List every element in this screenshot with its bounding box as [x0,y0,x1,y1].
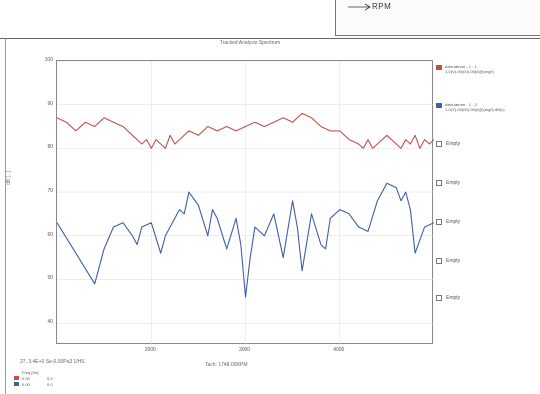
series-color-swatch [436,103,442,108]
legend-label: data.tatrum - 1 - 1 [445,64,477,69]
y-tick-label: 60 [47,231,53,238]
series-line-1 [57,112,434,149]
window-border-left [5,38,6,394]
checkbox[interactable] [436,141,442,147]
legend-detail: 1-0(Y)-00(00)-00(d)(f)(mg/l)-dB(x) [445,107,505,112]
y-tick-label: 80 [47,144,53,151]
y-axis-label: dB [...] [6,170,12,185]
y-tick-label: 90 [47,100,53,107]
y-tick-label: 70 [47,188,53,195]
x-tick-label: 2000 [144,347,156,353]
rpm-panel: RPM [335,0,540,36]
series-line-2 [57,182,434,298]
checkbox[interactable] [436,180,442,186]
checkbox[interactable] [436,258,442,264]
y-tick-label: 50 [47,275,53,282]
legend-label: data.tatrum - 1 - 2 [445,102,477,107]
arrow-right-icon [348,3,371,11]
window-border [0,38,540,39]
y-tick-label: 40 [47,319,53,326]
series-color-swatch [436,65,442,70]
cursor-info: 27, 3.4E+0 Se-0.00Pa3 1/HS [20,359,85,365]
line-chart [57,61,434,345]
x-axis-label: Tach: 1748.00RPM [205,362,248,368]
checkbox[interactable] [436,295,442,301]
rpm-axis-label: RPM [372,2,392,11]
legend-detail: 1-0(V)-00(00)-00(d)(f)(mg/l) [445,69,494,74]
y-tick-label: 100 [44,57,53,63]
chart-title: Tracked Analysis Spectrum [219,40,281,46]
checkbox[interactable] [436,219,442,225]
series-color-swatch [14,382,19,386]
series-color-swatch [14,376,19,380]
x-tick-label: 3000 [238,347,251,353]
plot-area[interactable] [56,60,434,345]
x-tick-label: 4000 [333,347,345,353]
